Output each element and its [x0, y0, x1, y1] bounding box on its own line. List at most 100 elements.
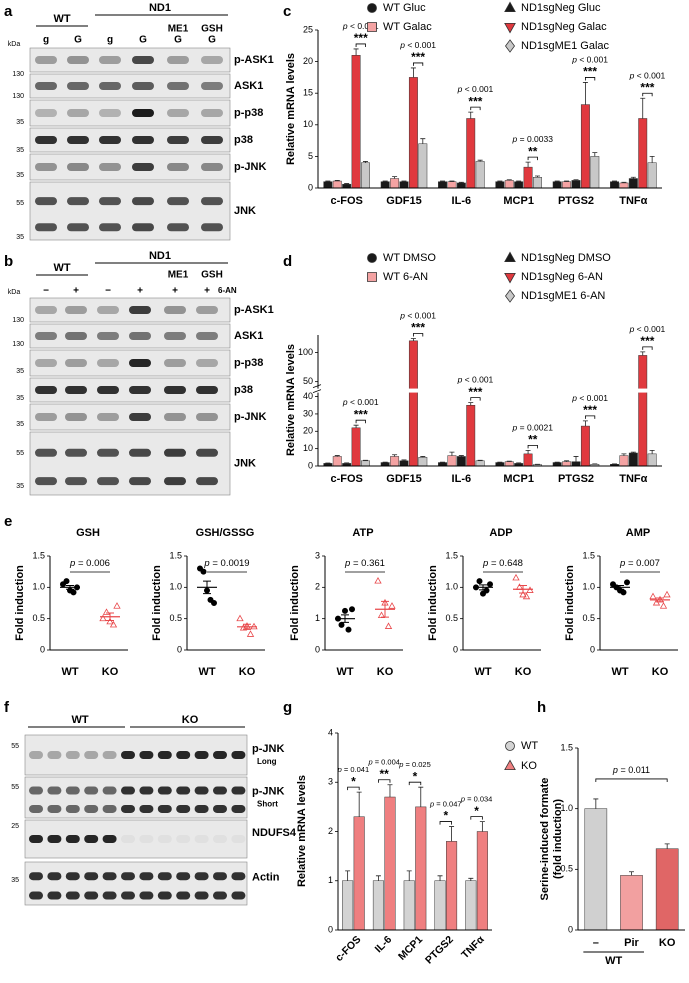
- kda-marker: 55: [11, 743, 19, 750]
- p-value: p = 0.025: [398, 760, 431, 769]
- y-tick-label: 25: [303, 24, 313, 34]
- significance-stars: ***: [583, 65, 597, 79]
- y-axis-label: Fold induction: [151, 565, 163, 641]
- error-bar: [438, 876, 443, 881]
- blot-band: [99, 163, 121, 171]
- bar: [385, 797, 396, 930]
- protein-label: p-JNK: [252, 743, 284, 755]
- blot-band: [132, 163, 154, 171]
- blot-band: [35, 359, 57, 367]
- bar: [553, 463, 561, 466]
- error-bar: [640, 98, 645, 118]
- protein-label: p-p38: [234, 357, 263, 369]
- y-tick-label: 10: [303, 119, 313, 129]
- error-bar: [387, 785, 392, 797]
- kda-marker: 55: [16, 200, 24, 207]
- blot-band: [129, 413, 151, 421]
- panel-letter: d: [283, 253, 292, 270]
- bar: [400, 182, 408, 188]
- blot-band: [129, 359, 151, 367]
- error-bar: [592, 153, 597, 157]
- blot-band: [103, 787, 117, 795]
- blot-band: [201, 197, 223, 205]
- bar: [381, 463, 389, 466]
- bar: [361, 461, 369, 466]
- blot-band: [65, 306, 87, 314]
- lane-label: +: [73, 286, 79, 297]
- data-point: [477, 578, 482, 583]
- x-tick-label: PTGS2: [558, 195, 594, 207]
- error-bar: [411, 68, 416, 77]
- bar: [409, 341, 417, 466]
- bar: [333, 181, 341, 188]
- blot-strip: [30, 48, 230, 72]
- lane-label: +: [204, 286, 210, 297]
- y-tick-label: 3: [315, 550, 320, 560]
- y-tick-label: 0.5: [169, 613, 182, 623]
- error-bar: [420, 139, 425, 144]
- bar: [352, 55, 360, 188]
- p-value: = 0.004: [373, 758, 400, 767]
- y-tick-label: 20: [303, 56, 313, 66]
- bar: [466, 881, 477, 930]
- x-tick-label: IL-6: [452, 195, 472, 207]
- blot-band: [66, 787, 80, 795]
- error-bar: [407, 871, 412, 881]
- blot-band: [65, 477, 87, 485]
- blot-band: [201, 163, 223, 171]
- group-label: WT: [53, 262, 70, 274]
- data-point: [342, 608, 347, 613]
- blot-band: [213, 787, 227, 795]
- x-tick-label: –: [593, 937, 599, 949]
- blot-band: [65, 386, 87, 394]
- bar: [352, 428, 360, 466]
- p-value: p < 0.001: [457, 84, 494, 94]
- legend-marker: [505, 23, 515, 32]
- blot-band: [103, 835, 117, 843]
- error-bar: [480, 822, 485, 832]
- p-value: = 0.007: [625, 558, 660, 569]
- significance-stars: ***: [468, 94, 482, 108]
- bar: [629, 179, 637, 188]
- legend-label: WT: [521, 740, 538, 752]
- error-bar: [650, 156, 655, 162]
- blot-band: [201, 223, 223, 231]
- bar: [562, 182, 570, 188]
- p-value: = 0.041: [342, 765, 369, 774]
- y-tick-label: 1.5: [32, 550, 45, 560]
- blot-band: [103, 892, 117, 900]
- lane-label: +: [172, 286, 178, 297]
- bar: [333, 456, 341, 466]
- group-label: WT: [605, 955, 622, 967]
- data-point: [624, 580, 629, 585]
- bar: [404, 881, 415, 930]
- p-value: < 0.001: [577, 393, 608, 403]
- y-axis-label: Relative mRNA levels: [285, 344, 297, 456]
- error-bar: [449, 827, 454, 842]
- blot-band: [97, 306, 119, 314]
- y-tick-label: 0.5: [582, 613, 595, 623]
- p-value: p < 0.001: [399, 40, 436, 50]
- y-axis-label: Serine-induced formate: [539, 778, 551, 901]
- panel-letter: b: [4, 253, 13, 270]
- lane-label: −: [43, 286, 49, 297]
- blot-band: [103, 751, 117, 759]
- bar: [639, 118, 647, 188]
- y-tick-label: 1.5: [582, 550, 595, 560]
- bar: [505, 180, 513, 188]
- blot-band: [167, 163, 189, 171]
- blot-band: [35, 197, 57, 205]
- bar: [419, 144, 427, 188]
- blot-band: [167, 109, 189, 117]
- blot-band: [139, 835, 153, 843]
- blot-band: [129, 477, 151, 485]
- p-value: p = 0.004: [367, 758, 400, 767]
- y-tick-label: 0: [177, 644, 182, 654]
- p-value: = 0.034: [465, 795, 492, 804]
- kda-marker: 35: [16, 119, 24, 126]
- group-label: WT: [53, 13, 70, 25]
- blot-band: [97, 332, 119, 340]
- data-point: [484, 588, 489, 593]
- y-tick-label: 1.0: [560, 803, 573, 813]
- blot-strip: [30, 128, 230, 152]
